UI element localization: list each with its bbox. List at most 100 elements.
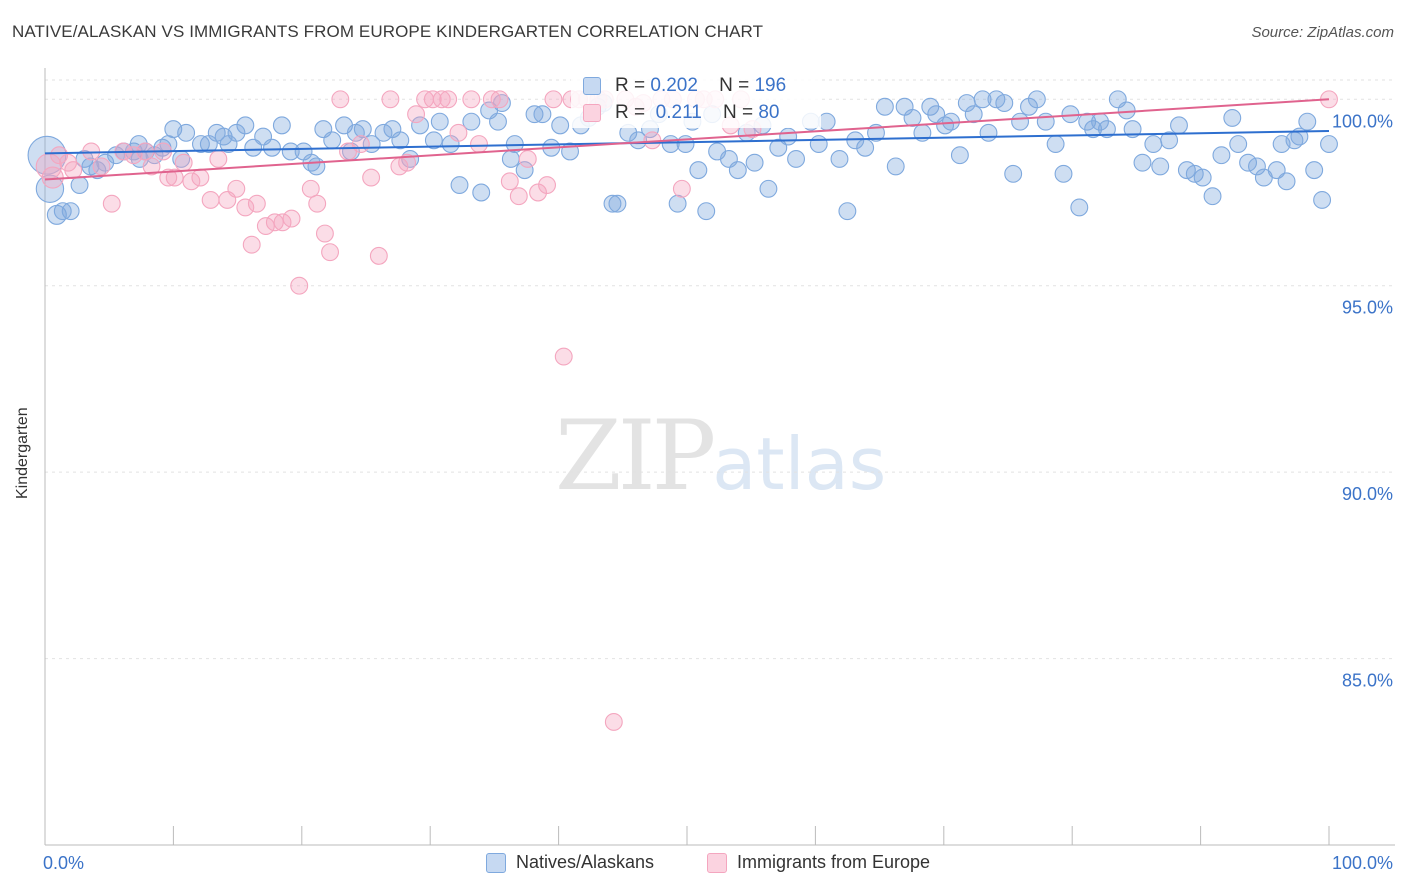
stats-r-label: R = (615, 102, 646, 123)
stats-legend: R = 0.202 N = 196 R = 0.211 N = 80 (571, 70, 821, 128)
point-natives (450, 176, 469, 194)
point-natives (424, 131, 443, 150)
point-natives (1133, 153, 1152, 172)
trend-lines (44, 98, 1330, 181)
point-natives (1239, 153, 1258, 172)
point-immigrants (604, 713, 623, 731)
point-immigrants (159, 168, 178, 187)
point-natives (1144, 135, 1163, 153)
point-natives (1160, 131, 1179, 150)
legend-label-natives: Natives/Alaskans (516, 852, 655, 872)
point-natives (1054, 164, 1073, 183)
point-natives (1223, 108, 1242, 127)
legend-swatch-immigrants (707, 852, 727, 873)
point-immigrants (265, 213, 284, 232)
stats-swatch-natives (583, 77, 601, 95)
point-immigrants (432, 90, 451, 109)
point-immigrants (538, 176, 556, 194)
point-natives (533, 105, 552, 124)
x-tick-label-min: 0.0% (43, 853, 84, 873)
legend-swatch-natives (486, 852, 506, 873)
point-natives (1298, 112, 1317, 131)
y-tick-label: 90.0% (1342, 484, 1393, 504)
point-natives (886, 157, 905, 176)
point-immigrants (439, 90, 458, 109)
watermark-atlas: atlas (712, 422, 887, 506)
point-natives (1277, 172, 1296, 191)
watermark: ZIPatlas (555, 400, 886, 512)
tick-labels: 85.0% 90.0% 95.0% 100.0% 0.0% 100.0% (43, 111, 1393, 873)
point-natives (787, 149, 806, 168)
point-natives (1170, 116, 1188, 135)
y-tick-label: 95.0% (1342, 298, 1393, 318)
point-natives (1267, 161, 1286, 180)
point-immigrants (165, 168, 184, 187)
point-immigrants (398, 153, 417, 172)
stats-n-value: 196 (754, 75, 787, 96)
point-natives (1046, 135, 1065, 153)
stats-row-natives: R = 0.202 N = 196 (583, 75, 786, 97)
point-natives (1305, 161, 1324, 180)
point-immigrants (201, 191, 220, 209)
stats-row-immigrants: R = 0.211 N = 80 (583, 102, 779, 124)
point-natives (272, 116, 291, 135)
stats-n-label: N = (722, 102, 754, 123)
point-natives (1004, 164, 1023, 183)
stats-n-value: 80 (758, 102, 780, 123)
point-immigrants (209, 149, 228, 168)
point-immigrants (242, 235, 261, 254)
point-immigrants (362, 168, 381, 187)
point-immigrants (142, 157, 161, 176)
point-natives (1151, 157, 1170, 176)
point-natives (875, 97, 894, 116)
point-immigrants (490, 90, 509, 109)
point-immigrants (500, 172, 519, 191)
point-immigrants (282, 209, 301, 228)
point-immigrants (482, 90, 501, 109)
point-immigrants (331, 90, 350, 109)
point-immigrants (227, 179, 246, 198)
axes (44, 68, 1395, 846)
point-natives (921, 97, 940, 116)
point-natives (1027, 90, 1046, 109)
legend-label-immigrants: Immigrants from Europe (737, 852, 931, 872)
point-immigrants (423, 90, 442, 109)
point-natives (973, 90, 992, 109)
point-natives (629, 131, 648, 150)
chart-legend: Natives/Alaskans Immigrants from Europe (0, 852, 1406, 878)
point-natives (964, 105, 983, 124)
point-natives (353, 120, 372, 139)
point-immigrants (369, 246, 388, 265)
point-immigrants (247, 194, 266, 213)
watermark-zip: ZIP (555, 400, 716, 512)
point-immigrants (462, 90, 481, 109)
point-natives (689, 161, 708, 180)
point-natives (391, 131, 410, 150)
point-natives (70, 176, 89, 194)
y-tick-label: 85.0% (1342, 671, 1393, 691)
point-natives (374, 123, 393, 142)
point-natives (856, 138, 875, 157)
point-natives (244, 138, 263, 157)
legend-item-natives: Natives/Alaskans (486, 852, 654, 873)
point-immigrants (308, 194, 327, 213)
point-natives (323, 131, 342, 150)
point-natives (1011, 112, 1030, 131)
chart-title: NATIVE/ALASKAN VS IMMIGRANTS FROM EUROPE… (12, 22, 764, 41)
point-natives (830, 149, 849, 168)
point-immigrants (236, 198, 255, 217)
point-natives (1097, 120, 1116, 139)
point-natives (263, 138, 281, 157)
x-tick-label-max: 100.0% (1332, 853, 1393, 873)
point-immigrants (256, 217, 275, 236)
stats-n-label: N = (719, 75, 750, 96)
data-points (27, 90, 1338, 731)
point-natives (551, 116, 570, 135)
point-natives (1070, 198, 1089, 217)
point-natives (668, 194, 687, 213)
point-natives (1248, 157, 1266, 176)
point-natives (950, 146, 969, 165)
point-natives (1320, 135, 1338, 153)
point-immigrants (290, 276, 309, 295)
